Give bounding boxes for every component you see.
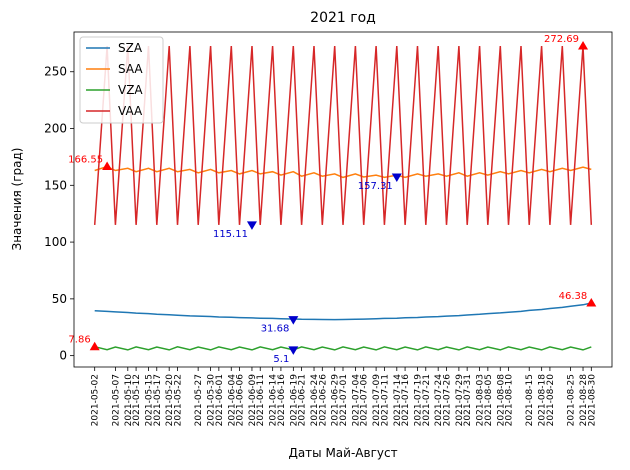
x-tick-label: 2021-05-22 bbox=[173, 374, 183, 426]
annotation-marker-min bbox=[246, 221, 257, 230]
series-line-vaa bbox=[93, 45, 593, 225]
chart-title: 2021 год bbox=[310, 10, 376, 26]
x-tick-label: 2021-07-14 bbox=[393, 374, 403, 427]
x-tick-label: 2021-06-09 bbox=[248, 374, 258, 427]
x-tick-label: 2021-07-24 bbox=[434, 374, 444, 427]
annotation-label: 7.86 bbox=[68, 335, 90, 346]
annotation-marker-max bbox=[102, 161, 113, 171]
legend-label-vaa: VAA bbox=[118, 104, 143, 118]
x-tick-label: 2021-07-29 bbox=[455, 374, 465, 427]
x-tick-label: 2021-07-09 bbox=[372, 374, 382, 427]
x-tick-label: 2021-05-15 bbox=[144, 374, 154, 426]
legend-label-sza: SZA bbox=[118, 41, 143, 55]
series-line-vza bbox=[94, 345, 592, 351]
x-tick-label: 2021-05-10 bbox=[124, 374, 134, 427]
legend-label-saa: SAA bbox=[118, 62, 143, 76]
x-tick-label: 2021-07-01 bbox=[339, 374, 349, 426]
y-tick-label: 250 bbox=[44, 65, 67, 79]
x-tick-label: 2021-07-21 bbox=[422, 374, 432, 426]
annotation-label: 31.68 bbox=[261, 324, 290, 335]
x-tick-label: 2021-05-07 bbox=[111, 374, 121, 426]
plot-area: 166.55 157.31 115.11 272.69 7.86 5.1 31.68 46.3… bbox=[68, 34, 597, 365]
annotation-marker-max bbox=[586, 297, 597, 307]
x-tick-label: 2021-06-29 bbox=[331, 374, 341, 427]
annotation-marker-max bbox=[89, 341, 100, 351]
legend-label-vza: VZA bbox=[118, 83, 143, 97]
x-tick-label: 2021-07-19 bbox=[413, 374, 423, 427]
x-tick-label: 2021-06-11 bbox=[256, 374, 266, 426]
legend-frame bbox=[79, 36, 164, 124]
x-tick-label: 2021-08-03 bbox=[476, 374, 486, 426]
x-tick-label: 2021-06-06 bbox=[236, 374, 246, 427]
x-tick-label: 2021-07-11 bbox=[380, 374, 390, 426]
x-tick-label: 2021-08-28 bbox=[579, 374, 589, 427]
annotation-label: 166.55 bbox=[68, 155, 103, 166]
x-tick-label: 2021-08-25 bbox=[567, 374, 577, 426]
x-tick-label: 2021-07-26 bbox=[442, 374, 452, 427]
x-tick-label: 2021-05-12 bbox=[132, 374, 142, 426]
annotation-label: 272.69 bbox=[544, 34, 579, 45]
x-axis-label: Даты Май-Август bbox=[288, 446, 397, 460]
x-tick-label: 2021-08-20 bbox=[546, 374, 556, 427]
x-tick-label: 2021-08-15 bbox=[525, 374, 535, 426]
x-tick-label: 2021-08-30 bbox=[587, 374, 597, 427]
x-tick-label: 2021-08-08 bbox=[496, 374, 506, 427]
x-tick-label: 2021-06-19 bbox=[289, 374, 299, 427]
x-tick-label: 2021-05-02 bbox=[91, 374, 101, 426]
series-line-sza bbox=[94, 302, 592, 321]
annotation-marker-min bbox=[288, 346, 299, 355]
annotation-label: 115.11 bbox=[213, 229, 248, 240]
x-tick-label: 2021-07-06 bbox=[360, 374, 370, 427]
x-tick-label: 2021-06-26 bbox=[318, 374, 328, 427]
x-tick-label: 2021-08-18 bbox=[538, 374, 548, 427]
x-tick-label: 2021-05-20 bbox=[165, 374, 175, 427]
x-tick-label: 2021-08-05 bbox=[484, 374, 494, 426]
x-tick-label: 2021-06-04 bbox=[227, 374, 237, 427]
y-tick-label: 50 bbox=[52, 292, 67, 306]
y-tick-label: 0 bbox=[59, 349, 67, 363]
x-tick-label: 2021-05-30 bbox=[207, 374, 217, 427]
annotation-label: 157.31 bbox=[358, 181, 393, 192]
x-tick-label: 2021-06-01 bbox=[215, 374, 225, 426]
x-tick-label: 2021-08-10 bbox=[505, 374, 515, 427]
x-tick-label: 2021-06-14 bbox=[269, 374, 279, 427]
x-tick-label: 2021-07-04 bbox=[351, 374, 361, 427]
x-tick-label: 2021-07-16 bbox=[401, 374, 411, 427]
x-tick-label: 2021-07-31 bbox=[463, 374, 473, 426]
series-line-saa bbox=[94, 165, 592, 179]
x-tick-label: 2021-05-27 bbox=[194, 374, 204, 426]
y-tick-label: 150 bbox=[44, 178, 67, 192]
annotation-label: 46.38 bbox=[559, 291, 588, 302]
x-tick-label: 2021-05-17 bbox=[153, 374, 163, 426]
annotation-marker-min bbox=[391, 173, 402, 183]
annotation-marker-min bbox=[288, 316, 299, 325]
x-tick-label: 2021-06-16 bbox=[277, 374, 287, 427]
y-axis-label: Значения (град) bbox=[10, 148, 24, 251]
x-tick-label: 2021-06-21 bbox=[298, 374, 308, 426]
annotation-marker-max bbox=[578, 40, 589, 50]
legend: SZA SAA VZA VAA bbox=[79, 36, 164, 124]
y-tick-label: 100 bbox=[44, 235, 67, 249]
x-tick-label: 2021-06-24 bbox=[310, 374, 320, 427]
y-tick-label: 200 bbox=[44, 122, 67, 136]
annotation-label: 5.1 bbox=[273, 354, 289, 365]
